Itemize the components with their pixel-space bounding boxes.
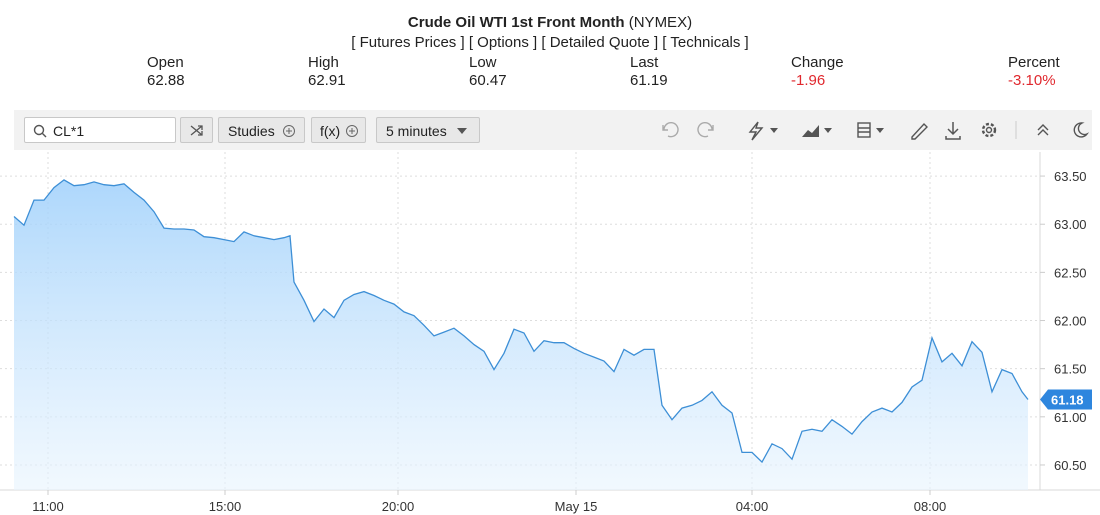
redo-icon[interactable] [697, 122, 714, 138]
layout-icon[interactable] [857, 122, 871, 138]
link[interactable]: [ Technicals ] [662, 34, 749, 51]
compare-button[interactable] [180, 117, 213, 143]
caret-icon [770, 128, 778, 133]
quote-value: -1.96 [791, 72, 826, 89]
link[interactable]: [ Detailed Quote ] [541, 34, 659, 51]
quote-label: Change [791, 54, 844, 71]
search-icon [33, 124, 47, 138]
quote-label: Open [147, 54, 184, 71]
x-tick-label: 04:00 [736, 499, 769, 514]
symbol-input[interactable]: CL*1 [24, 117, 176, 143]
settings-icon[interactable] [981, 122, 997, 138]
studies-button[interactable]: Studies [218, 117, 305, 143]
x-tick-label: 08:00 [914, 499, 947, 514]
plus-icon [346, 125, 358, 137]
draw-icon[interactable] [911, 122, 928, 140]
caret-icon [876, 128, 884, 133]
quote-cell: Low 60.47 [469, 54, 507, 90]
interval-button[interactable]: 5 minutes [376, 117, 480, 143]
chart: 60.50 61.00 61.50 62.00 62.50 63.00 63.50 11:00… [0, 152, 1100, 514]
exchange: (NYMEX) [628, 14, 693, 31]
quote-label: High [308, 54, 339, 71]
download-icon[interactable] [945, 122, 961, 140]
x-tick-label: 15:00 [209, 499, 242, 514]
title: Crude Oil WTI 1st Front Month [407, 14, 625, 31]
y-tick-label: 61.50 [1054, 362, 1087, 377]
x-tick-label: May 15 [555, 499, 598, 514]
quote-value: 62.91 [308, 72, 346, 89]
link[interactable]: [ Options ] [468, 34, 538, 51]
toolbar: CL*1 Studies f(x) 5 minutes [14, 110, 1092, 150]
studies: Studies [228, 123, 275, 139]
theme-icon[interactable] [1073, 122, 1090, 138]
caret-icon [824, 128, 832, 133]
undo-icon[interactable] [662, 122, 679, 138]
last-badge [1040, 389, 1092, 410]
price-line [13, 179, 1029, 464]
quote-value: 61.19 [630, 72, 668, 89]
area [14, 179, 1028, 490]
title-row: Crude Oil WTI 1st Front Month (NYMEX) [0, 14, 1100, 31]
quote-cell: Percent -3.10% [1008, 54, 1060, 90]
y-tick-label: 62.00 [1054, 314, 1087, 329]
y-tick-label: 60.50 [1054, 458, 1087, 473]
quote-label: Percent [1008, 54, 1060, 71]
fx-button[interactable]: f(x) [311, 117, 366, 143]
fx: f(x) [320, 123, 341, 139]
y-tick-label: 63.00 [1054, 217, 1087, 232]
y-tick-label: 63.50 [1054, 169, 1087, 184]
interval: 5 minutes [386, 123, 447, 139]
quote-label: Last [630, 54, 659, 71]
shuffle-icon [190, 125, 203, 136]
quote-value: 60.47 [469, 72, 507, 89]
quote-cell: Last 61.19 [630, 54, 668, 90]
last-label: 61.18 [1051, 392, 1084, 407]
quote-cell: Open 62.88 [147, 54, 185, 90]
quote-value: -3.10% [1008, 72, 1056, 89]
flash-icon[interactable] [748, 121, 764, 141]
y-tick-label: 62.50 [1054, 265, 1087, 280]
y-tick-label: 61.00 [1054, 410, 1087, 425]
x-tick-label: 11:00 [32, 499, 64, 514]
link[interactable]: [ Futures Prices ] [351, 34, 465, 51]
plus-icon [283, 125, 295, 137]
links: [ Futures Prices ] [ Options ] [ Detaile… [0, 34, 1100, 51]
collapse-icon[interactable] [1037, 124, 1049, 136]
quote-cell: Change -1.96 [791, 54, 844, 90]
caret-icon [457, 128, 467, 134]
chart-type-icon[interactable] [802, 125, 819, 137]
symbol: CL*1 [53, 123, 85, 139]
x-tick-label: 20:00 [382, 499, 415, 514]
quote-label: Low [469, 54, 497, 71]
quote-value: 62.88 [147, 72, 185, 89]
quote-cell: High 62.91 [308, 54, 346, 90]
tool-icons [662, 121, 1090, 141]
